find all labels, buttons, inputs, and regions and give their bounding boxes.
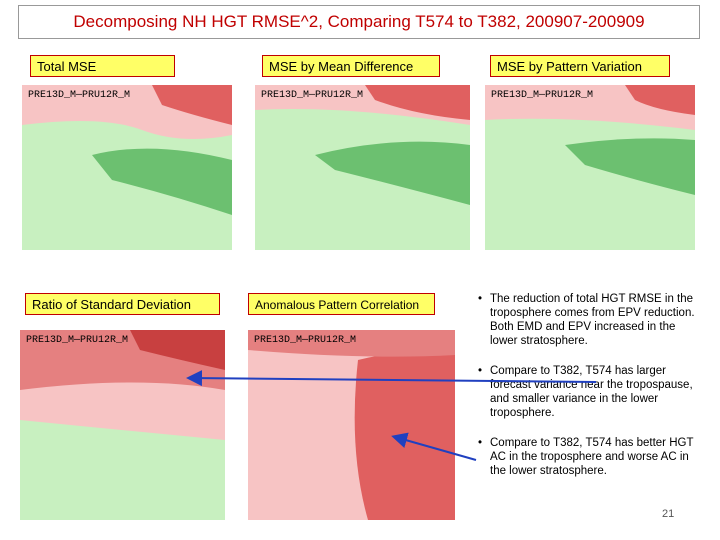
plot-title: PRE13D_M—PRU12R_M (28, 90, 130, 101)
panel-label: Anomalous Pattern Correlation (248, 293, 435, 315)
bullet: • Compare to T382, T574 has better HGT AC… (478, 436, 700, 478)
contour-plot: PRE13D_M—PRU12R_M (485, 85, 695, 250)
bullet: • Compare to T382, T574 has larger foreca… (478, 364, 700, 420)
slide-title: Decomposing NH HGT RMSE^2, Comparing T57… (18, 5, 700, 39)
panel-label: Total MSE (30, 55, 175, 77)
panel-label: MSE by Mean Difference (262, 55, 440, 77)
panel-label: MSE by Pattern Variation (490, 55, 670, 77)
contour-plot: PRE13D_M—PRU12R_M (248, 330, 455, 520)
contour-plot: PRE13D_M—PRU12R_M (22, 85, 232, 250)
bullet-text: Compare to T382, T574 has better HGT AC … (490, 437, 694, 477)
page-number: 21 (662, 508, 675, 520)
panel-label: Ratio of Standard Deviation (25, 293, 220, 315)
bullet: • The reduction of total HGT RMSE in the … (478, 292, 700, 348)
contour-plot: PRE13D_M—PRU12R_M (255, 85, 470, 250)
bullet-text: Compare to T382, T574 has larger forecas… (490, 365, 693, 419)
plot-title: PRE13D_M—PRU12R_M (491, 90, 593, 101)
contour-plot: PRE13D_M—PRU12R_M (20, 330, 225, 520)
plot-title: PRE13D_M—PRU12R_M (261, 90, 363, 101)
plot-title: PRE13D_M—PRU12R_M (26, 335, 128, 346)
plot-title: PRE13D_M—PRU12R_M (254, 335, 356, 346)
bullet-text: The reduction of total HGT RMSE in the t… (490, 293, 695, 347)
